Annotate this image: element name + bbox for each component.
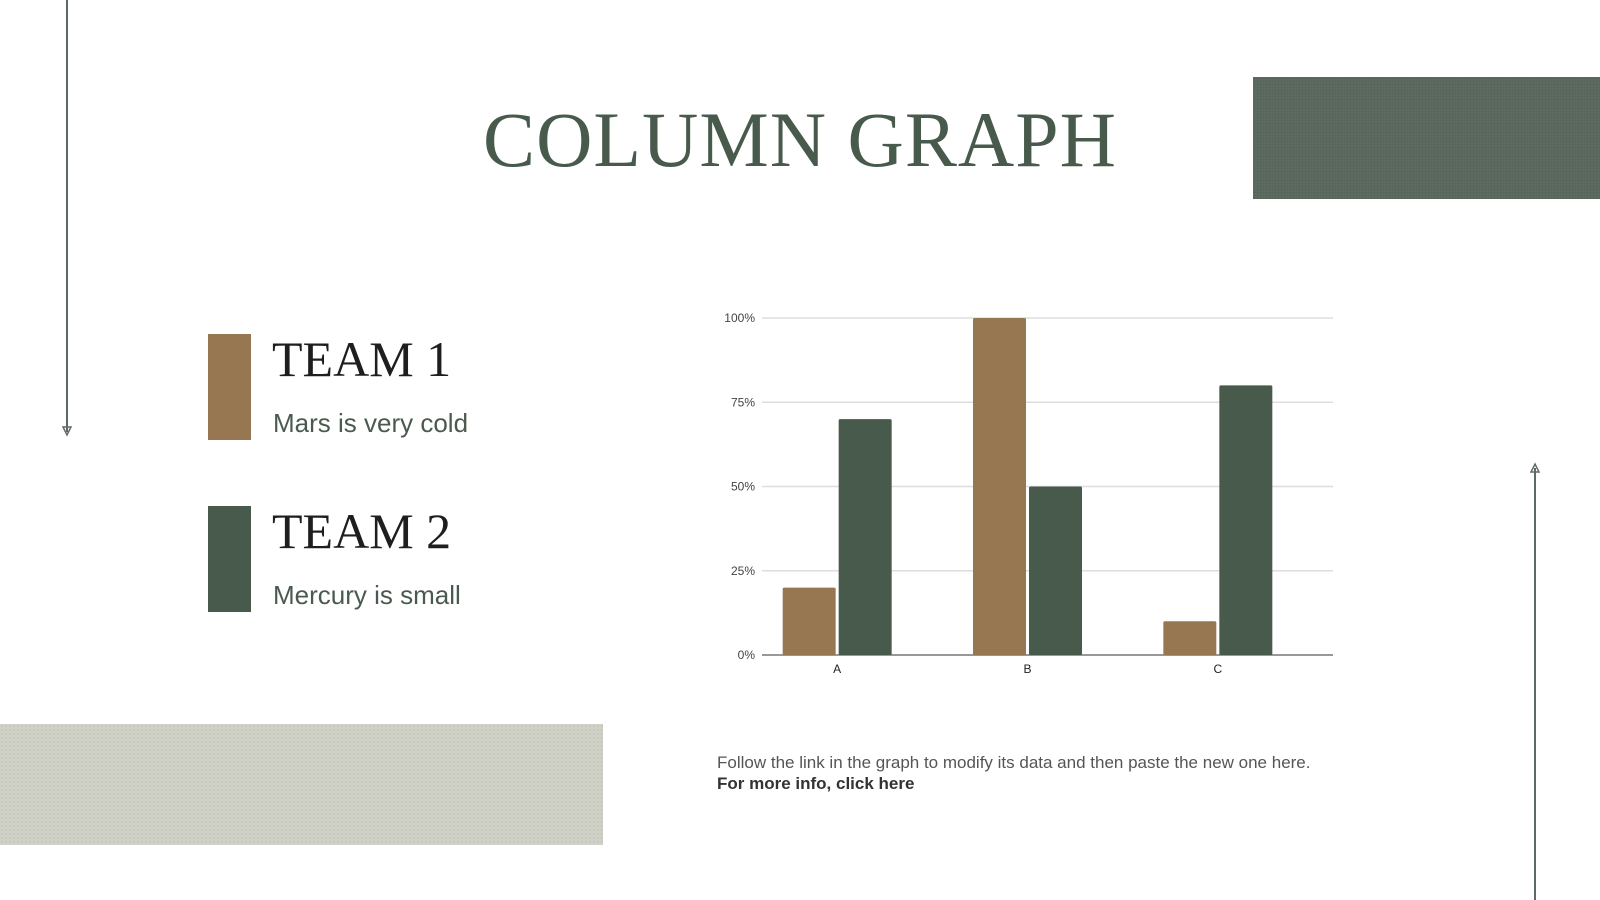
team2-title: TEAM 2 bbox=[272, 503, 452, 559]
x-tick-label: A bbox=[833, 662, 841, 676]
y-tick-label: 25% bbox=[731, 564, 755, 578]
bar-B-series1 bbox=[973, 318, 1026, 655]
decorative-green-block bbox=[1253, 77, 1600, 199]
team2-subtitle: Mercury is small bbox=[273, 580, 461, 610]
column-chart: 0% 25% 50% 75% 100% A B C bbox=[724, 311, 1333, 676]
decorative-line-right bbox=[1534, 468, 1536, 900]
y-tick-label: 75% bbox=[731, 395, 755, 409]
arrow-up-icon bbox=[1529, 462, 1541, 473]
page-title: COLUMN GRAPH bbox=[483, 96, 1117, 183]
decorative-gray-block bbox=[0, 724, 603, 845]
y-tick-label: 0% bbox=[738, 648, 756, 662]
arrow-down-icon bbox=[61, 426, 73, 437]
bar-A-series2 bbox=[838, 419, 892, 655]
more-info-link[interactable]: For more info, click here bbox=[717, 774, 915, 793]
decorative-line-left bbox=[66, 0, 68, 432]
team1-swatch bbox=[208, 334, 251, 440]
bar-C-series1 bbox=[1163, 621, 1217, 655]
footer-note: Follow the link in the graph to modify i… bbox=[717, 753, 1311, 772]
bar-C-series2 bbox=[1219, 385, 1273, 655]
x-tick-label: C bbox=[1213, 662, 1222, 676]
bar-B-series2 bbox=[1029, 486, 1082, 655]
x-tick-label: B bbox=[1023, 662, 1031, 676]
team1-title: TEAM 1 bbox=[272, 331, 452, 387]
y-tick-label: 50% bbox=[731, 480, 755, 494]
team1-subtitle: Mars is very cold bbox=[273, 408, 469, 438]
y-tick-label: 100% bbox=[724, 311, 755, 325]
team2-swatch bbox=[208, 506, 251, 612]
bar-A-series1 bbox=[782, 587, 836, 655]
